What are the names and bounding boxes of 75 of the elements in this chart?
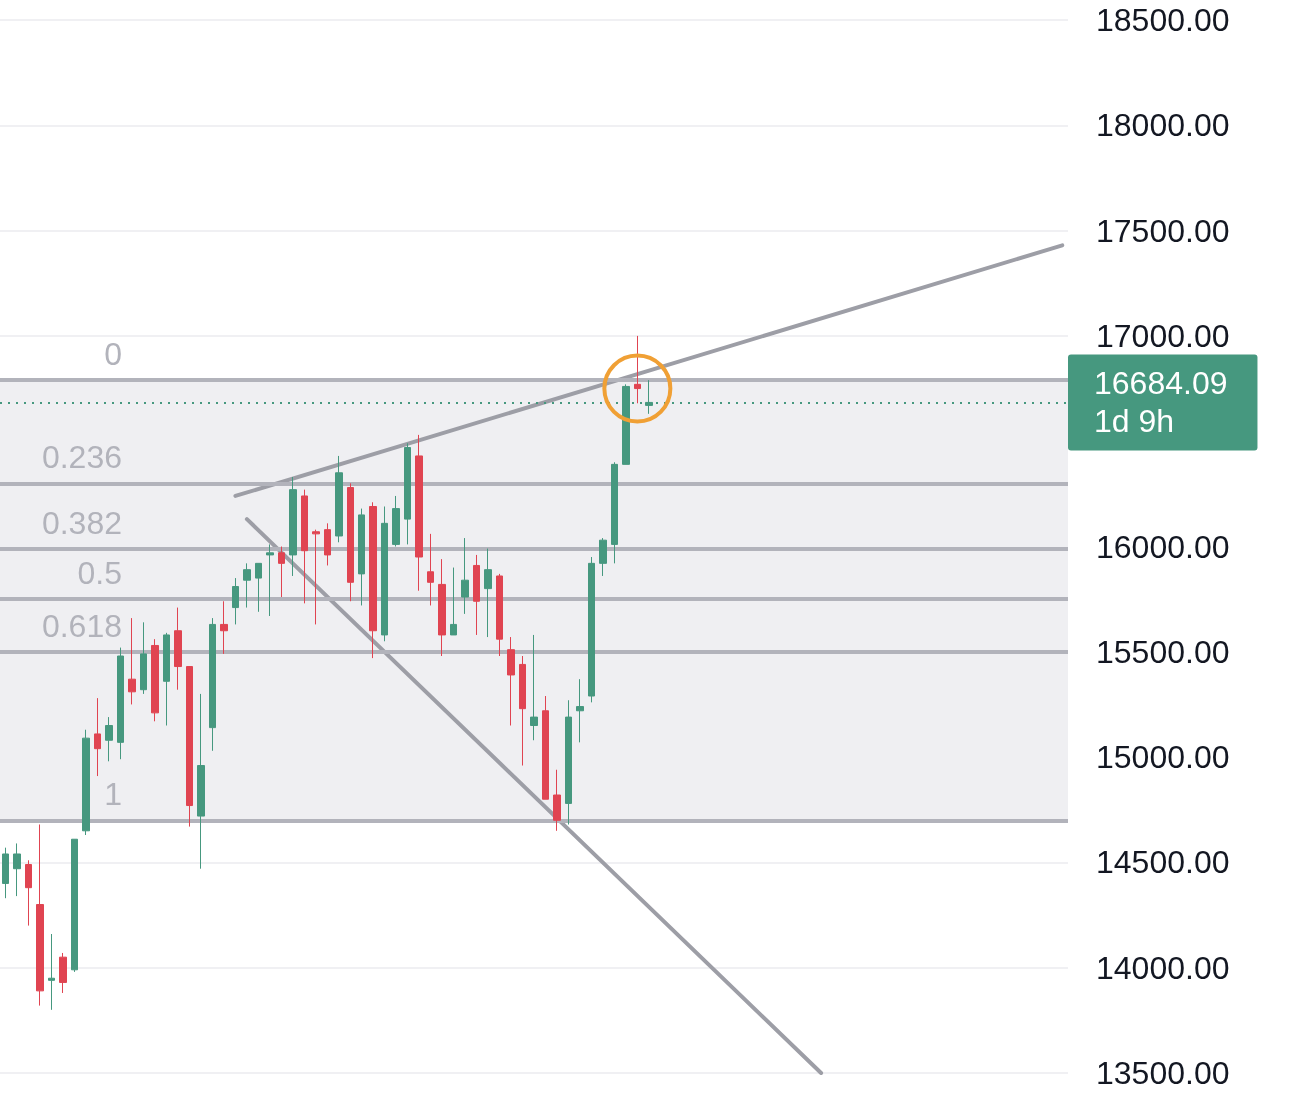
candlestick [611, 461, 618, 564]
ref-line-label: 16684.09 [1094, 365, 1228, 402]
candlestick [519, 655, 526, 767]
y-tick-label: 16000.00 [1096, 528, 1230, 565]
candlestick [289, 476, 297, 577]
candlestick [243, 562, 251, 609]
candlestick [186, 666, 193, 828]
candlestick [599, 537, 607, 577]
candlestick [25, 859, 32, 927]
candlestick [324, 522, 331, 566]
candlestick [335, 455, 343, 543]
candlestick [266, 543, 274, 617]
candlestick [140, 621, 147, 695]
y-tick-label: 14000.00 [1096, 949, 1230, 986]
candlestick [576, 678, 584, 743]
y-tick-label: 15500.00 [1096, 633, 1230, 670]
candlestick [48, 933, 55, 1011]
y-tick-label: 18000.00 [1096, 107, 1230, 144]
candlestick [438, 558, 446, 657]
candlestick [369, 501, 377, 659]
candlestick [59, 952, 67, 994]
annotation: 0 [104, 336, 122, 373]
y-tick-label: 17000.00 [1096, 317, 1230, 354]
candlestick [151, 638, 159, 722]
candlestick [278, 546, 285, 598]
candlestick [473, 554, 480, 636]
candlestick [312, 529, 320, 625]
candlestick [209, 617, 216, 752]
candlestick [415, 434, 423, 592]
y-tick-label: 13500.00 [1096, 1055, 1230, 1091]
candlestick [347, 482, 354, 602]
candlestick [105, 716, 113, 762]
candlestick [622, 383, 630, 465]
candlestick [565, 699, 572, 825]
candlestick [36, 823, 44, 1007]
candlestick [358, 508, 365, 606]
candlestick [392, 495, 400, 547]
candlestick [174, 607, 182, 691]
y-tick-label: 14500.00 [1096, 844, 1230, 881]
candlestick [450, 567, 457, 636]
candlestick [381, 505, 388, 642]
candlestick [404, 442, 411, 545]
annotation: 0.382 [41, 504, 122, 541]
candlestick [634, 335, 641, 404]
candlestick [197, 693, 205, 870]
candlestick [588, 556, 595, 703]
candlestick [255, 562, 262, 613]
candlestick [484, 548, 492, 638]
annotation: 0.236 [41, 439, 122, 476]
candlestick [530, 634, 538, 741]
candlestick [163, 632, 170, 727]
candlestick [2, 847, 9, 899]
annotation: 0.5 [77, 555, 122, 592]
candlestick [427, 533, 434, 606]
annotation: 0.618 [41, 607, 122, 644]
candlestick [461, 537, 469, 615]
annotation: 1 [104, 776, 122, 813]
y-tick-label: 17500.00 [1096, 212, 1230, 249]
candlestick [553, 769, 561, 832]
candlestick [301, 489, 308, 604]
candlestick [645, 379, 653, 415]
candlestick [128, 617, 136, 705]
candlestick [13, 842, 21, 897]
candlestick [232, 577, 239, 625]
y-tick-label: 15000.00 [1096, 739, 1230, 776]
candlestick [496, 573, 503, 657]
text: 1d 9h [1094, 403, 1175, 440]
candlestick [117, 647, 124, 760]
candlestick [94, 697, 101, 777]
candlestick [71, 838, 78, 973]
candlestick [507, 636, 515, 727]
y-tick-label: 18500.00 [1096, 2, 1230, 38]
candlestick [542, 695, 549, 800]
candlestick [82, 729, 90, 836]
candlestick [220, 600, 228, 655]
